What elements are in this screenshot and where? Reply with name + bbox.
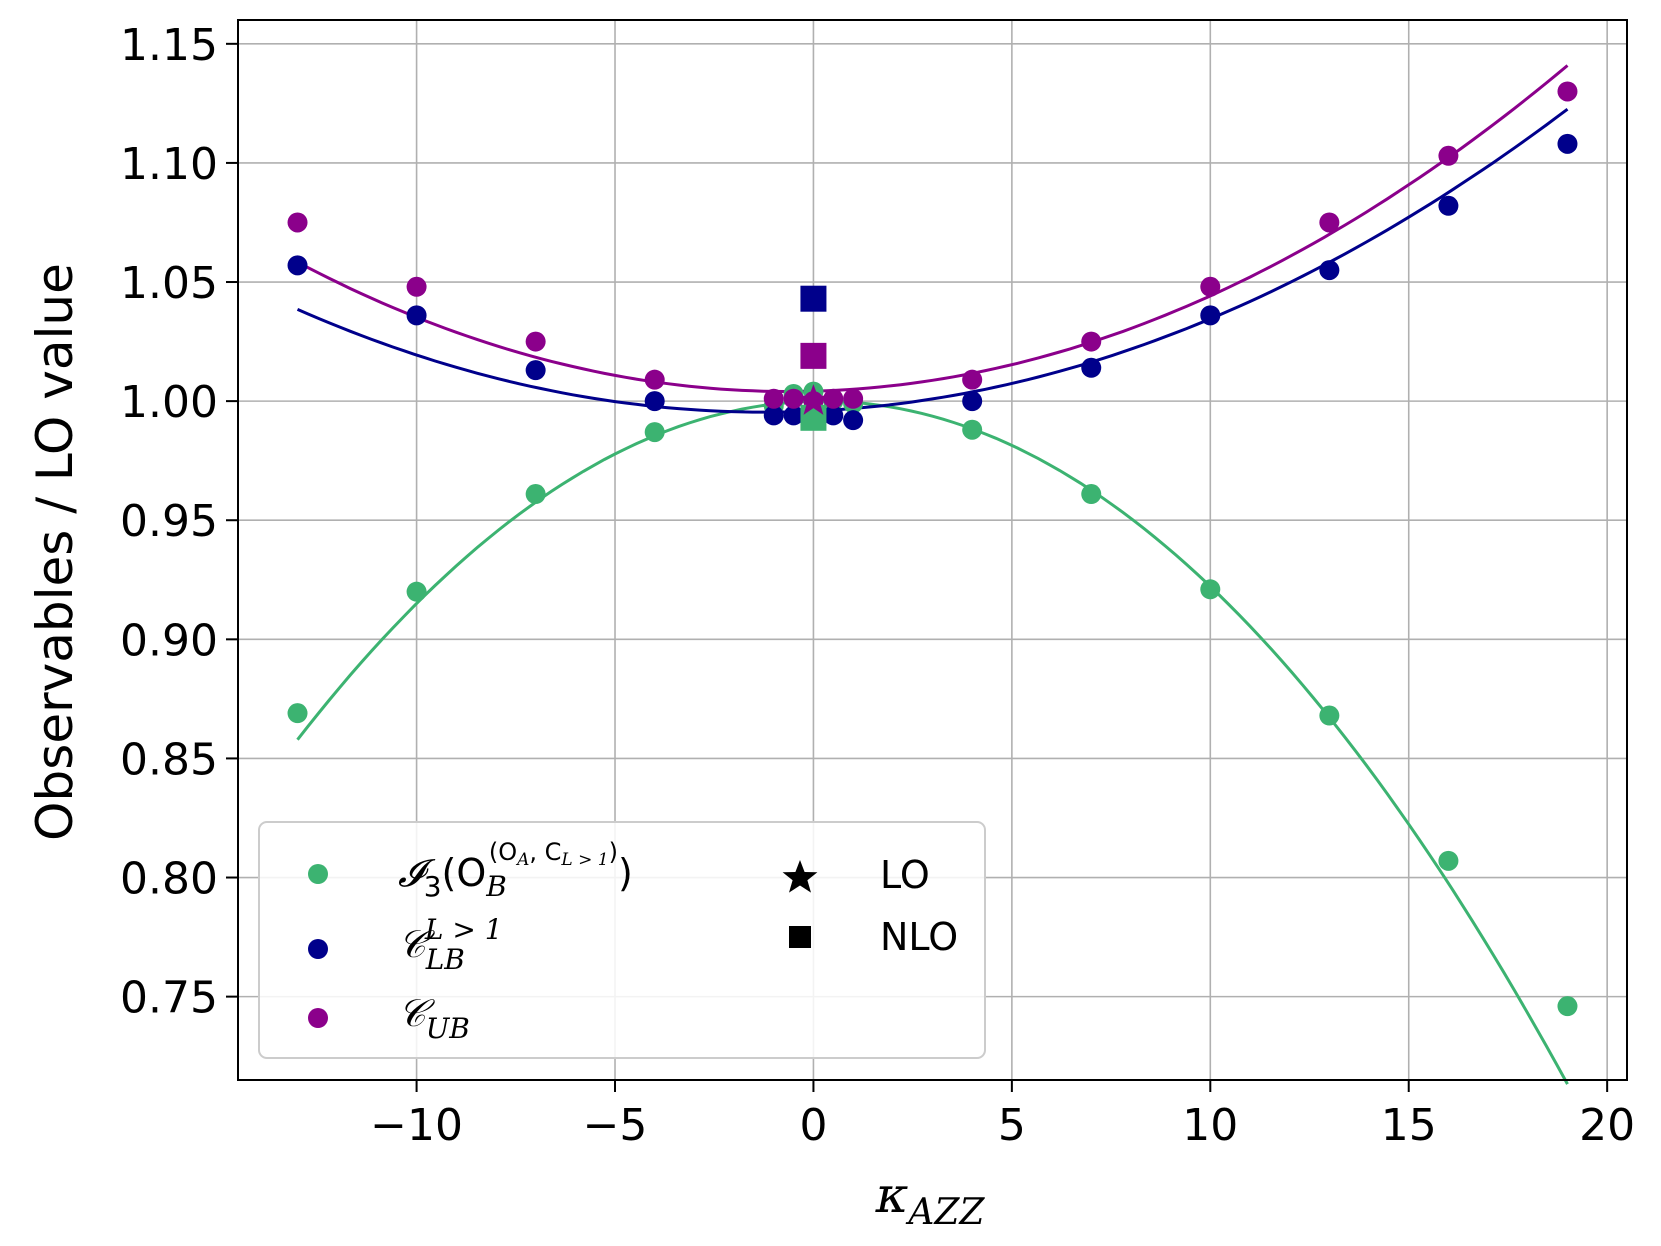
data-point-2 (763, 388, 784, 409)
data-point-2 (644, 369, 665, 390)
data-point-1 (1200, 305, 1221, 326)
data-point-1 (843, 410, 864, 431)
y-tick-label: 1.15 (120, 20, 218, 71)
data-point-1 (287, 255, 308, 276)
y-tick-label: 0.80 (120, 854, 218, 905)
y-axis-label: Observables / LO value (26, 263, 84, 841)
data-point-1 (1081, 357, 1102, 378)
lo-star (797, 384, 830, 415)
data-point-1 (783, 405, 804, 426)
data-point-1 (962, 391, 983, 412)
data-point-2 (843, 388, 864, 409)
legend: 𝓘3(OB(OA, CL > 1)) 𝒞LBL > 1 𝒞UB LO NLO (258, 821, 986, 1059)
data-point-2 (406, 276, 427, 297)
nlo-square-1 (800, 285, 827, 312)
legend-marker-clb (308, 939, 328, 959)
data-point-2 (823, 388, 844, 409)
x-tick-label: 15 (1381, 1100, 1437, 1151)
nlo-square-0 (800, 404, 827, 431)
data-point-2 (1081, 331, 1102, 352)
legend-label-lo: LO (880, 853, 930, 897)
fit-line-1 (296, 107, 1569, 414)
x-tick-label: 20 (1579, 1100, 1635, 1151)
axis-ticks: −10 −5 0 5 10 15 20 0.75 0.80 0.85 0.90 0.95 1.00 1.0… (120, 20, 1635, 1151)
legend-label-nlo: NLO (880, 915, 958, 959)
x-tick-label: 5 (998, 1100, 1026, 1151)
data-points (287, 81, 1578, 1017)
data-point-0 (1319, 705, 1340, 726)
data-point-0 (406, 581, 427, 602)
data-point-0 (1557, 996, 1578, 1017)
data-point-2 (962, 369, 983, 390)
y-tick-label: 0.90 (120, 615, 218, 666)
data-point-1 (1438, 195, 1459, 216)
x-axis-label-symbol: κ (875, 1166, 909, 1224)
y-tick-label: 0.85 (120, 734, 218, 785)
legend-label-clb: 𝒞LBL > 1 (398, 913, 503, 976)
nlo-square-2 (800, 342, 827, 369)
data-point-1 (406, 305, 427, 326)
data-point-2 (1200, 276, 1221, 297)
data-point-1 (644, 391, 665, 412)
plot-frame (237, 19, 1628, 1081)
data-point-1 (525, 360, 546, 381)
y-tick-label: 1.00 (120, 377, 218, 428)
data-point-1 (823, 405, 844, 426)
data-point-2 (1557, 81, 1578, 102)
data-point-1 (1557, 133, 1578, 154)
legend-marker-cub (308, 1008, 328, 1028)
x-axis-label-subscript: AZZ (905, 1192, 985, 1233)
data-point-0 (525, 484, 546, 505)
data-point-0 (287, 703, 308, 724)
data-point-0 (644, 422, 665, 443)
data-point-0 (1081, 484, 1102, 505)
x-tick-label: −5 (583, 1100, 648, 1151)
data-point-2 (1438, 145, 1459, 166)
data-point-0 (962, 419, 983, 440)
fit-line-2 (296, 64, 1569, 393)
legend-star-icon (782, 860, 818, 893)
data-point-2 (1319, 212, 1340, 233)
data-point-0 (1200, 579, 1221, 600)
fit-curves (296, 64, 1569, 1085)
lo-nlo-markers (797, 285, 830, 431)
legend-square-icon (789, 926, 811, 948)
legend-marker-i3 (308, 864, 328, 884)
data-point-2 (783, 388, 804, 409)
data-point-1 (1319, 260, 1340, 281)
x-tick-label: 0 (799, 1100, 827, 1151)
data-point-2 (287, 212, 308, 233)
y-tick-label: 1.05 (120, 258, 218, 309)
x-tick-label: 10 (1182, 1100, 1238, 1151)
grid (238, 20, 1627, 1080)
data-point-2 (525, 331, 546, 352)
y-tick-label: 1.10 (120, 139, 218, 190)
fit-line-0 (296, 399, 1569, 1085)
legend-label-cub: 𝒞UB (398, 991, 470, 1045)
y-tick-label: 0.95 (120, 496, 218, 547)
x-axis-label: κAZZ (875, 1166, 986, 1233)
x-tick-label: −10 (370, 1100, 463, 1151)
data-point-1 (763, 405, 784, 426)
y-tick-label: 0.75 (120, 973, 218, 1024)
data-point-0 (1438, 850, 1459, 871)
